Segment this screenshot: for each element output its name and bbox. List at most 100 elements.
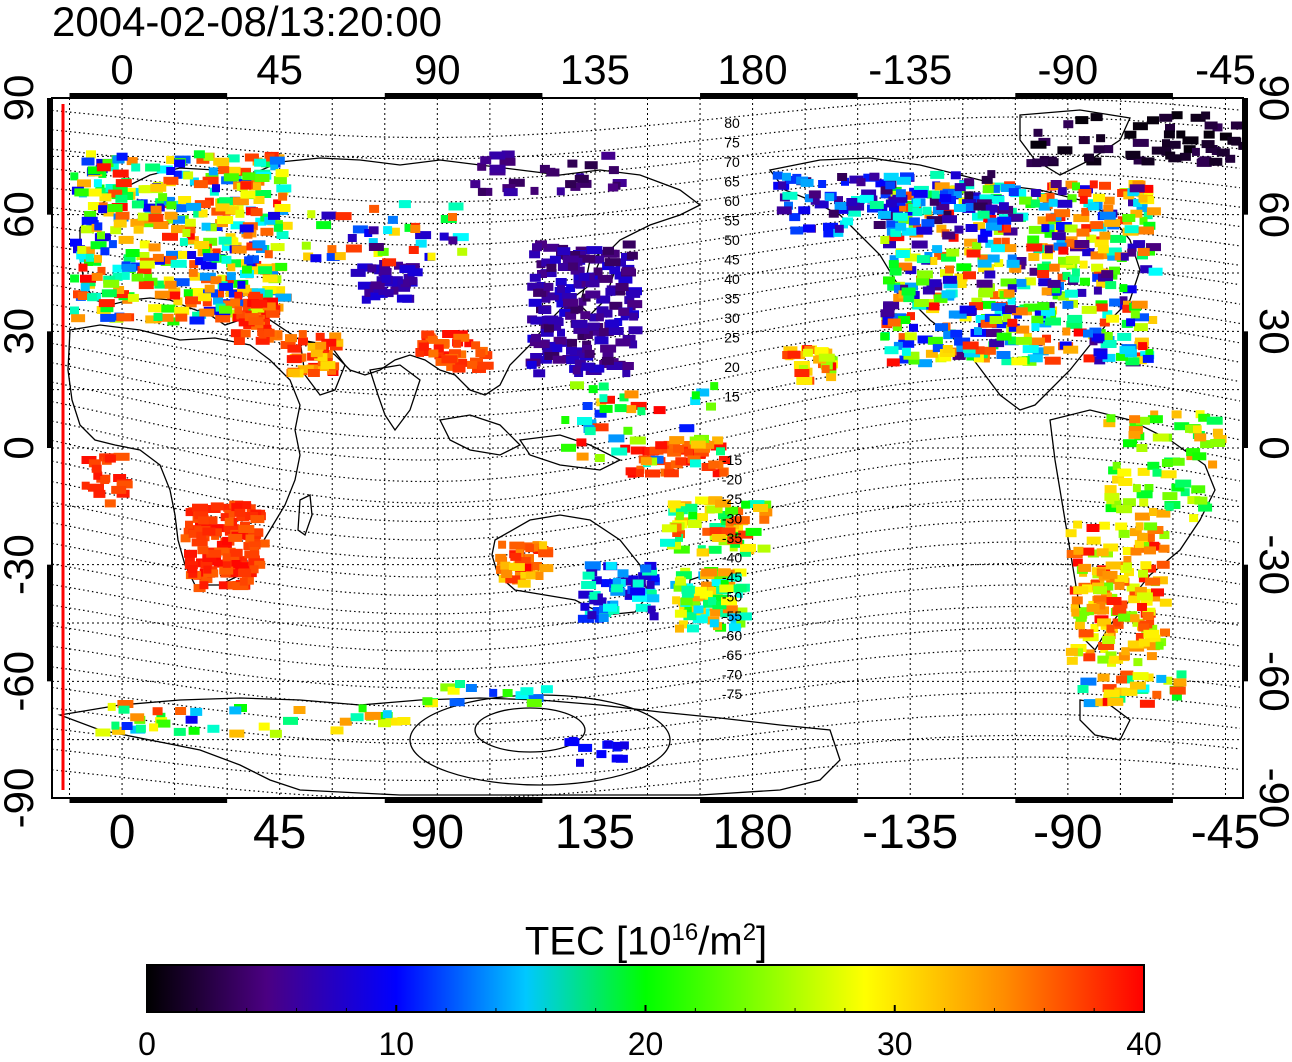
- tec-cell: [1029, 337, 1045, 346]
- tec-cell: [465, 684, 477, 692]
- tec-cell: [505, 575, 521, 584]
- tec-cell: [185, 715, 198, 724]
- tec-cell: [229, 548, 243, 557]
- tec-cell: [973, 222, 986, 231]
- tec-cell: [706, 402, 716, 411]
- tec-cell: [1117, 189, 1129, 197]
- tec-cell: [88, 483, 104, 492]
- tec-cell: [911, 240, 928, 249]
- tec-cell: [624, 390, 639, 399]
- tec-cell: [269, 156, 285, 165]
- tec-cell: [221, 242, 234, 251]
- tec-cell: [617, 569, 629, 578]
- tec-cell: [307, 210, 316, 219]
- tec-cell: [264, 153, 275, 162]
- tec-cell: [1094, 239, 1109, 248]
- tec-cell: [1146, 652, 1157, 661]
- tec-cell: [223, 503, 234, 512]
- tec-cell: [1041, 224, 1050, 233]
- tec-cell: [578, 297, 587, 306]
- tec-cell: [990, 291, 1005, 300]
- tec-cell: [239, 577, 248, 586]
- tec-cell: [242, 172, 256, 181]
- tec-cell: [625, 467, 642, 476]
- tec-cell: [630, 446, 646, 455]
- tec-cell: [116, 152, 128, 161]
- tec-cell: [917, 335, 933, 344]
- tec-cell: [579, 254, 596, 263]
- tec-cell: [529, 250, 541, 259]
- tec-cell: [514, 568, 524, 576]
- tec-cell: [818, 180, 827, 188]
- left-lat-label: -90: [0, 768, 42, 829]
- tec-cell: [1139, 699, 1155, 708]
- tec-cell: [802, 348, 813, 357]
- tec-cell: [1101, 332, 1113, 340]
- tec-cell: [86, 150, 96, 159]
- tec-cell: [329, 332, 342, 341]
- tec-cell: [1129, 184, 1145, 193]
- tec-cell: [1116, 505, 1133, 514]
- tec-cell: [1159, 113, 1173, 122]
- bottom-lon-label: 180: [713, 806, 793, 859]
- tec-cell: [143, 203, 156, 212]
- tec-cell: [976, 279, 993, 288]
- tec-cell: [586, 246, 603, 255]
- tec-cell: [307, 369, 320, 377]
- tec-cell: [731, 516, 742, 525]
- tec-cell: [942, 188, 957, 197]
- tec-cell: [508, 563, 525, 572]
- tec-cell: [814, 347, 829, 356]
- tec-cell: [121, 722, 133, 730]
- tec-cell: [877, 210, 891, 219]
- tec-cell: [298, 330, 307, 339]
- tec-cell: [646, 594, 660, 603]
- tec-cell: [157, 313, 174, 322]
- tec-cell: [841, 177, 849, 186]
- tec-cell: [943, 280, 958, 289]
- tec-cell: [673, 545, 690, 554]
- tec-cell: [104, 454, 116, 463]
- tec-cell: [112, 264, 125, 273]
- tec-cell: [942, 215, 957, 224]
- tec-cell: [1148, 267, 1163, 276]
- tec-cell: [672, 596, 681, 605]
- tec-cell: [989, 316, 1003, 324]
- tec-cell: [692, 593, 706, 602]
- tec-cell: [1194, 433, 1207, 442]
- tec-cell: [1139, 184, 1154, 193]
- tec-cell: [536, 260, 546, 269]
- tec-cell: [1093, 595, 1107, 604]
- tec-cell: [1138, 638, 1150, 647]
- tec-cell: [149, 723, 159, 732]
- tec-cell: [959, 305, 976, 314]
- tec-cell: [1043, 346, 1055, 355]
- tec-cell: [598, 614, 609, 622]
- contour-label: 35: [724, 291, 740, 307]
- tec-cell: [1135, 633, 1144, 641]
- tec-cell: [582, 571, 595, 580]
- tec-cell: [612, 287, 626, 296]
- tec-cell: [1130, 310, 1140, 319]
- tec-cell: [93, 179, 102, 188]
- tec-cell: [112, 726, 126, 735]
- tec-cell: [692, 615, 708, 624]
- tec-cell: [561, 293, 577, 301]
- tec-cell: [115, 211, 130, 220]
- tec-cell: [1172, 457, 1185, 466]
- tec-cell: [708, 460, 720, 469]
- tec-cell: [898, 262, 913, 271]
- tec-cell: [546, 341, 556, 350]
- contour-label: -45: [722, 569, 742, 585]
- tec-cell: [595, 313, 604, 322]
- tec-cell: [1090, 113, 1103, 122]
- tec-cell: [1138, 623, 1150, 632]
- tec-cell: [1134, 539, 1148, 548]
- tec-cell: [125, 249, 140, 257]
- tec-cell: [258, 289, 273, 298]
- tec-cell: [1162, 492, 1178, 501]
- tec-cell: [834, 196, 843, 205]
- left-lat-label: 30: [0, 308, 42, 355]
- tec-cell: [892, 194, 908, 203]
- tec-cell: [1117, 332, 1132, 341]
